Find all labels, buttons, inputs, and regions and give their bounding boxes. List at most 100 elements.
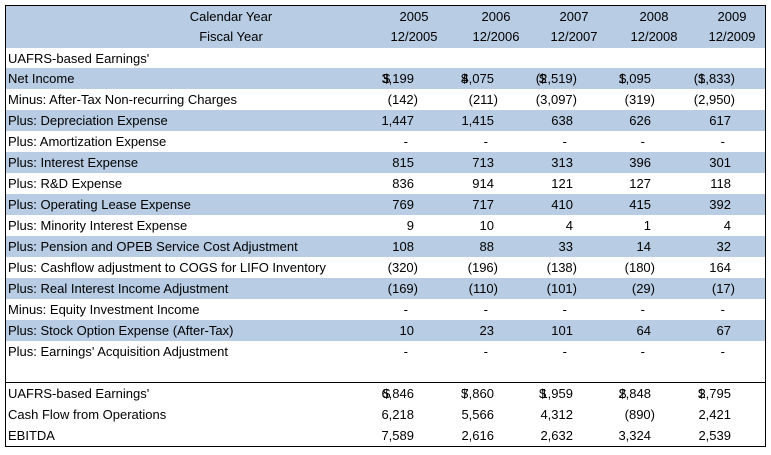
row-label: Plus: Earnings' Acquisition Adjustment bbox=[8, 344, 228, 359]
table-cell: 88 bbox=[479, 239, 494, 254]
table-cell: (2,519) bbox=[535, 71, 577, 86]
table-cell: 32 bbox=[716, 239, 731, 254]
table-cell: 33 bbox=[558, 239, 573, 254]
table-cell: 914 bbox=[472, 176, 494, 191]
table-row: EBITDA 7,589 2,616 2,632 3,324 2,539 bbox=[6, 425, 765, 446]
calendar-year-2008: 2008 bbox=[639, 9, 669, 24]
table-cell: (196) bbox=[467, 260, 498, 275]
earnings-table: Calendar Year Fiscal Year 2005 12/2005 200… bbox=[5, 5, 766, 447]
table-row: Net Income $3,199 $4,075 $ (2,519) $1,095 $ (1,… bbox=[6, 68, 765, 89]
table-cell: 164 bbox=[709, 260, 731, 275]
table-cell: - bbox=[483, 302, 488, 317]
table-cell: (319) bbox=[624, 92, 655, 107]
table-cell: (138) bbox=[546, 260, 577, 275]
table-cell: 2,421 bbox=[698, 407, 731, 422]
fiscal-year-2009: 12/2009 bbox=[708, 29, 756, 44]
table-cell: (17) bbox=[711, 281, 735, 296]
table-cell: 118 bbox=[710, 176, 731, 191]
table-row: Plus: Stock Option Expense (After-Tax) 10… bbox=[6, 320, 765, 341]
table-row: Plus: Pension and OPEB Service Cost Adju… bbox=[6, 236, 765, 257]
table-cell: 1,959 bbox=[540, 386, 573, 401]
table-cell: 9 bbox=[406, 218, 414, 233]
table-cell: (101) bbox=[546, 281, 577, 296]
table-cell: 769 bbox=[392, 197, 414, 212]
table-row: Plus: Real Interest Income Adjustment (16… bbox=[6, 278, 765, 299]
table-cell: (180) bbox=[624, 260, 655, 275]
table-cell: (3,097) bbox=[535, 92, 577, 107]
row-label: Plus: Amortization Expense bbox=[8, 134, 167, 149]
table-cell: 101 bbox=[551, 323, 573, 338]
table-row: Plus: Depreciation Expense 1,447 1,415 638 6… bbox=[6, 110, 765, 131]
table-cell: 2,616 bbox=[461, 428, 494, 443]
table-cell: 2,539 bbox=[698, 428, 731, 443]
row-label: Minus: After-Tax Non-recurring Charges bbox=[8, 92, 238, 107]
table-row: UAFRS-based Earnings' $6,846 $7,860 $1,959 $… bbox=[6, 383, 765, 404]
table-row: Plus: R&D Expense 836 914 121 127 118 bbox=[6, 173, 765, 194]
row-label: Plus: Cashflow adjustment to COGS for LI… bbox=[8, 260, 326, 275]
table-cell: - bbox=[403, 302, 408, 317]
calendar-year-2005: 2005 bbox=[399, 9, 429, 24]
table-row: Minus: Equity Investment Income - - - - - bbox=[6, 299, 765, 320]
table-cell: (29) bbox=[631, 281, 655, 296]
row-label: Minus: Equity Investment Income bbox=[8, 302, 200, 317]
table-cell: (890) bbox=[624, 407, 655, 422]
table-cell: 4,312 bbox=[540, 407, 573, 422]
row-label: Net Income bbox=[8, 71, 75, 86]
table-cell: 10 bbox=[479, 218, 494, 233]
table-cell: 64 bbox=[636, 323, 651, 338]
table-cell: - bbox=[483, 344, 488, 359]
table-row: Cash Flow from Operations 6,218 5,566 4,312… bbox=[6, 404, 765, 425]
table-cell: - bbox=[562, 344, 567, 359]
table-cell: 1,415 bbox=[461, 113, 494, 128]
table-cell: 121 bbox=[551, 176, 573, 191]
calendar-year-2009: 2009 bbox=[717, 9, 747, 24]
table-cell: 617 bbox=[709, 113, 731, 128]
calendar-year-label: Calendar Year bbox=[189, 9, 273, 24]
table-cell: - bbox=[720, 302, 725, 317]
table-cell: 14 bbox=[636, 239, 651, 254]
table-cell: - bbox=[562, 134, 567, 149]
currency-symbol: $ bbox=[539, 71, 547, 86]
fiscal-year-2008: 12/2008 bbox=[630, 29, 678, 44]
row-label: Plus: Real Interest Income Adjustment bbox=[8, 281, 229, 296]
table-cell: - bbox=[640, 134, 645, 149]
table-cell: 108 bbox=[392, 239, 414, 254]
row-label: UAFRS-based Earnings' bbox=[8, 386, 150, 401]
table-cell: - bbox=[403, 134, 408, 149]
table-row: Plus: Earnings' Acquisition Adjustment - -… bbox=[6, 341, 765, 362]
table-cell: 713 bbox=[472, 155, 494, 170]
table-cell: 3,324 bbox=[618, 428, 651, 443]
table-cell: (142) bbox=[387, 92, 418, 107]
table-cell: 67 bbox=[716, 323, 731, 338]
row-label: EBITDA bbox=[8, 428, 55, 443]
table-row: Plus: Amortization Expense - - - - - bbox=[6, 131, 765, 152]
table-cell: 301 bbox=[709, 155, 731, 170]
table-cell: 127 bbox=[629, 176, 651, 191]
table-cell: 6,846 bbox=[381, 386, 414, 401]
table-cell: 2,848 bbox=[618, 386, 651, 401]
fiscal-year-2007: 12/2007 bbox=[550, 29, 598, 44]
table-row: Plus: Interest Expense 815 713 313 396 301 bbox=[6, 152, 765, 173]
table-cell: 410 bbox=[551, 197, 573, 212]
row-label: Plus: Operating Lease Expense bbox=[8, 197, 191, 212]
table-cell: - bbox=[483, 134, 488, 149]
currency-symbol: $ bbox=[619, 386, 627, 401]
table-cell: 7,860 bbox=[461, 386, 494, 401]
currency-symbol: $ bbox=[698, 386, 706, 401]
table-cell: 4 bbox=[565, 218, 573, 233]
table-cell: - bbox=[640, 344, 645, 359]
table-cell: 10 bbox=[399, 323, 414, 338]
table-cell: 626 bbox=[629, 113, 651, 128]
row-label: Plus: Minority Interest Expense bbox=[8, 218, 188, 233]
table-cell: 1,095 bbox=[618, 71, 651, 86]
row-label: Plus: Pension and OPEB Service Cost Adju… bbox=[8, 239, 298, 254]
table-cell: 638 bbox=[551, 113, 573, 128]
currency-symbol: $ bbox=[698, 71, 706, 86]
table-cell: 23 bbox=[479, 323, 494, 338]
calendar-year-2006: 2006 bbox=[481, 9, 511, 24]
currency-symbol: $ bbox=[383, 71, 391, 86]
table-cell: 4,075 bbox=[461, 71, 494, 86]
row-label: Plus: Stock Option Expense (After-Tax) bbox=[8, 323, 234, 338]
table-cell: 5,566 bbox=[461, 407, 494, 422]
table-cell: - bbox=[720, 344, 725, 359]
